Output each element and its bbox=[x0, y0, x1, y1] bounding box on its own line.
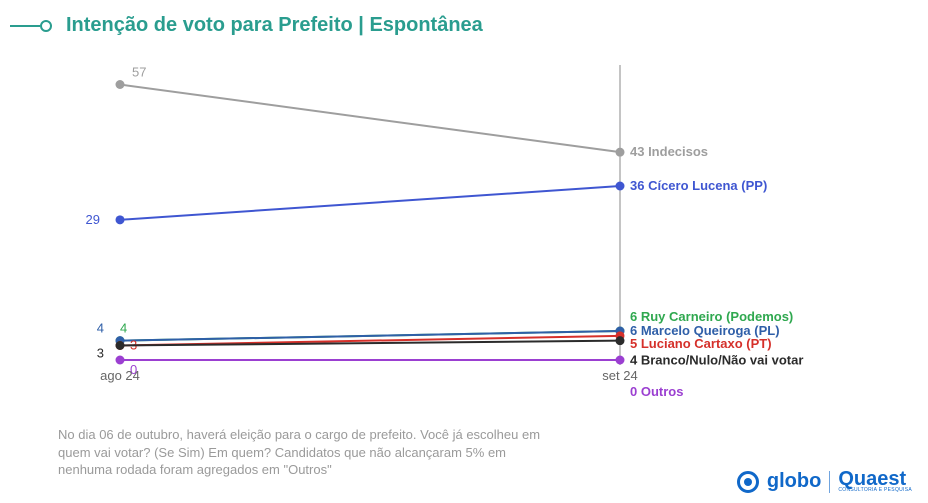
series-end-label: 43 Indecisos bbox=[630, 144, 708, 159]
title-decor-circle-icon bbox=[40, 20, 52, 32]
series-point bbox=[616, 336, 625, 345]
series-point bbox=[116, 341, 125, 350]
series-point bbox=[116, 356, 125, 365]
series-start-value: 4 bbox=[120, 321, 127, 336]
series-line bbox=[120, 186, 620, 220]
footer-note: No dia 06 de outubro, haverá eleição par… bbox=[58, 426, 558, 479]
x-axis-label: ago 24 bbox=[100, 368, 140, 383]
brand-row: globo Quaest CONSULTORIA E PESQUISA bbox=[737, 470, 912, 493]
series-line bbox=[120, 331, 620, 341]
series-line bbox=[120, 85, 620, 153]
series-point bbox=[116, 215, 125, 224]
brand-separator bbox=[829, 471, 830, 493]
quaest-block: Quaest CONSULTORIA E PESQUISA bbox=[838, 470, 912, 493]
title-decor-line bbox=[10, 25, 40, 27]
line-chart: 57 43 Indecisos 29 36 Cícero Lucena (PP) 4 6 … bbox=[0, 50, 928, 410]
series-start-value: 57 bbox=[132, 65, 146, 80]
quaest-sub: CONSULTORIA E PESQUISA bbox=[838, 488, 912, 493]
x-axis-label: set 24 bbox=[602, 368, 637, 383]
globo-text: globo bbox=[767, 470, 821, 493]
series-end-label: 4 Branco/Nulo/Não vai votar bbox=[630, 353, 803, 368]
series-start-value: 3 bbox=[97, 346, 104, 361]
globo-logo-icon bbox=[737, 471, 759, 493]
series-start-value: 4 bbox=[97, 321, 104, 336]
series-point bbox=[616, 148, 625, 157]
series-point bbox=[116, 80, 125, 89]
title-row: Intenção de voto para Prefeito | Espontâ… bbox=[10, 14, 483, 37]
series-end-label: 0 Outros bbox=[630, 384, 683, 399]
series-end-label: 6 Ruy Carneiro (Podemos) bbox=[630, 309, 793, 324]
page-root: Intenção de voto para Prefeito | Espontâ… bbox=[0, 0, 928, 503]
series-end-label: 36 Cícero Lucena (PP) bbox=[630, 178, 767, 193]
series-point bbox=[616, 182, 625, 191]
series-start-value: 29 bbox=[86, 212, 100, 227]
quaest-text: Quaest bbox=[838, 470, 912, 488]
series-point bbox=[616, 356, 625, 365]
page-title: Intenção de voto para Prefeito | Espontâ… bbox=[66, 14, 483, 37]
series-end-label: 5 Luciano Cartaxo (PT) bbox=[630, 336, 772, 351]
chart-svg: 57 43 Indecisos 29 36 Cícero Lucena (PP) 4 6 … bbox=[0, 50, 928, 410]
